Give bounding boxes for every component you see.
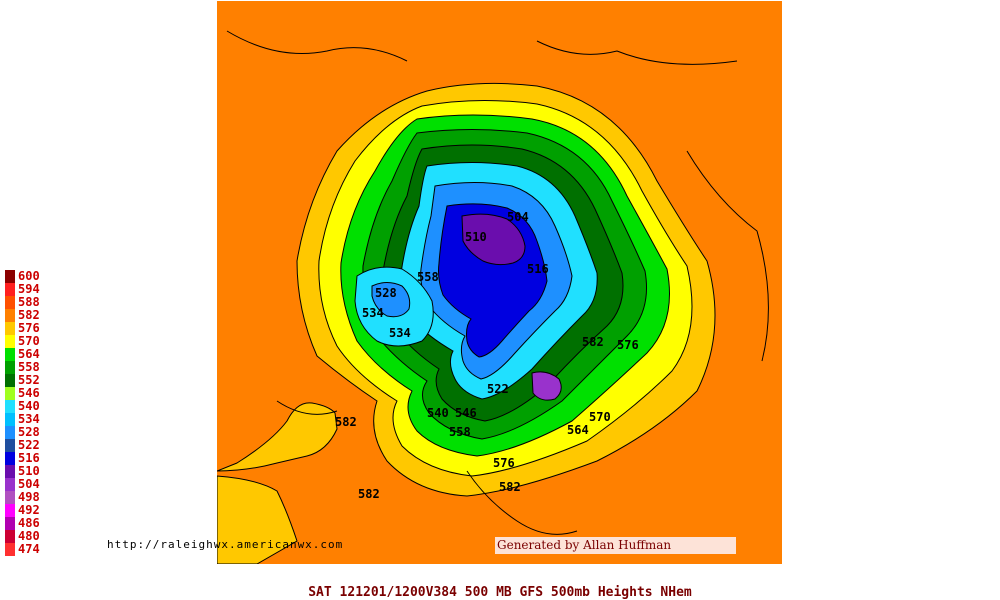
legend-swatch (5, 465, 15, 478)
contour-label: 516 (527, 262, 549, 276)
contour-label: 522 (487, 382, 509, 396)
legend-label: 570 (18, 334, 40, 348)
legend-swatch (5, 296, 15, 309)
legend-row: 558 (5, 361, 65, 374)
legend-row: 504 (5, 478, 65, 491)
legend-label: 480 (18, 529, 40, 543)
contour-label: 576 (493, 456, 515, 470)
contour-label: 534 (362, 306, 384, 320)
legend-label: 534 (18, 412, 40, 426)
legend-swatch (5, 452, 15, 465)
legend-row: 528 (5, 426, 65, 439)
contour-label: 504 (507, 210, 529, 224)
legend-swatch (5, 504, 15, 517)
legend-label: 540 (18, 399, 40, 413)
legend-row: 498 (5, 491, 65, 504)
legend-label: 558 (18, 360, 40, 374)
legend-row: 516 (5, 452, 65, 465)
legend-row: 582 (5, 309, 65, 322)
legend-row: 486 (5, 517, 65, 530)
legend-swatch (5, 309, 15, 322)
legend-row: 600 (5, 270, 65, 283)
contour-label: 576 (617, 338, 639, 352)
legend-label: 600 (18, 269, 40, 283)
legend-swatch (5, 543, 15, 556)
legend-label: 546 (18, 386, 40, 400)
legend-swatch (5, 400, 15, 413)
legend-row: 588 (5, 296, 65, 309)
legend-label: 492 (18, 503, 40, 517)
legend-row: 510 (5, 465, 65, 478)
coastline (226, 30, 769, 535)
legend-label: 474 (18, 542, 40, 556)
contour-label: 564 (567, 423, 589, 437)
height-map: 582 582 582 582 576 576 570 564 558 558 … (217, 1, 782, 564)
contour-label: 528 (375, 286, 397, 300)
legend-swatch (5, 270, 15, 283)
legend-label: 498 (18, 490, 40, 504)
contour-498 (531, 371, 562, 401)
legend-label: 552 (18, 373, 40, 387)
contour-label: 534 (389, 326, 411, 340)
legend-swatch (5, 361, 15, 374)
legend-swatch (5, 478, 15, 491)
legend-swatch (5, 387, 15, 400)
credit-label: Generated by Allan Huffman (495, 537, 736, 554)
legend-label: 564 (18, 347, 40, 361)
legend-row: 594 (5, 283, 65, 296)
legend-row: 546 (5, 387, 65, 400)
legend-swatch (5, 322, 15, 335)
source-url: http://raleighwx.americanwx.com (107, 538, 344, 551)
contour-label: 582 (499, 480, 521, 494)
contour-582-south (217, 402, 338, 472)
contour-label: 582 (358, 487, 380, 501)
contour-label: 582 (335, 415, 357, 429)
legend-label: 582 (18, 308, 40, 322)
legend-label: 594 (18, 282, 40, 296)
legend-swatch (5, 283, 15, 296)
legend-label: 516 (18, 451, 40, 465)
legend-swatch (5, 517, 15, 530)
legend-row: 492 (5, 504, 65, 517)
contour-528-west (371, 282, 411, 318)
legend-swatch (5, 439, 15, 452)
legend-swatch (5, 426, 15, 439)
contour-label: 558 (449, 425, 471, 439)
legend-label: 486 (18, 516, 40, 530)
legend-row: 552 (5, 374, 65, 387)
contour-label: 540 (427, 406, 449, 420)
contour-582-south-coast (217, 475, 298, 564)
contour-label: 558 (417, 270, 439, 284)
legend-row: 534 (5, 413, 65, 426)
contour-label: 510 (465, 230, 487, 244)
legend-swatch (5, 530, 15, 543)
legend-row: 540 (5, 400, 65, 413)
legend-swatch (5, 374, 15, 387)
legend-label: 522 (18, 438, 40, 452)
legend-row: 570 (5, 335, 65, 348)
legend-label: 576 (18, 321, 40, 335)
legend-row: 576 (5, 322, 65, 335)
map-title: SAT 121201/1200V384 500 MB GFS 500mb Hei… (308, 585, 692, 600)
contour-label: 582 (582, 335, 604, 349)
legend-row: 474 (5, 543, 65, 556)
legend-row: 480 (5, 530, 65, 543)
legend-row: 564 (5, 348, 65, 361)
legend-label: 588 (18, 295, 40, 309)
contour-label: 546 (455, 406, 477, 420)
legend-label: 510 (18, 464, 40, 478)
legend-label: 528 (18, 425, 40, 439)
legend-swatch (5, 413, 15, 426)
legend-swatch (5, 335, 15, 348)
contour-504 (461, 213, 526, 266)
legend-label: 504 (18, 477, 40, 491)
contour-label: 570 (589, 410, 611, 424)
legend-swatch (5, 491, 15, 504)
legend-row: 522 (5, 439, 65, 452)
legend-swatch (5, 348, 15, 361)
